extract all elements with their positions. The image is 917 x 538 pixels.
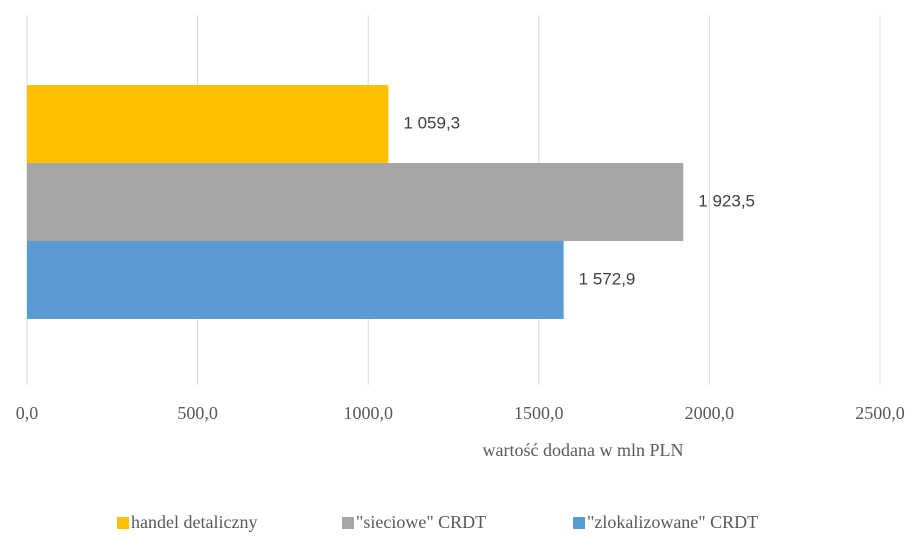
legend-label: handel detaliczny [131, 512, 257, 532]
x-tick-label: 500,0 [177, 403, 218, 423]
legend-swatch [342, 517, 354, 529]
bar [27, 241, 564, 319]
x-tick-label: 2000,0 [685, 403, 735, 423]
legend-label: "sieciowe" CRDT [356, 512, 486, 532]
bar [27, 163, 684, 241]
x-tick-label: 2500,0 [855, 403, 905, 423]
x-tick-label: 0,0 [16, 403, 39, 423]
legend-swatch [117, 517, 129, 529]
x-axis-title: wartość dodana w mln PLN [483, 440, 684, 460]
bar [27, 85, 389, 163]
x-tick-label: 1000,0 [343, 403, 393, 423]
legend-swatch [573, 517, 585, 529]
value-label: 1 059,3 [403, 113, 460, 132]
value-label: 1 572,9 [579, 269, 636, 288]
value-label: 1 923,5 [698, 191, 755, 210]
x-tick-label: 1500,0 [514, 403, 564, 423]
legend-label: "zlokalizowane" CRDT [587, 512, 758, 532]
